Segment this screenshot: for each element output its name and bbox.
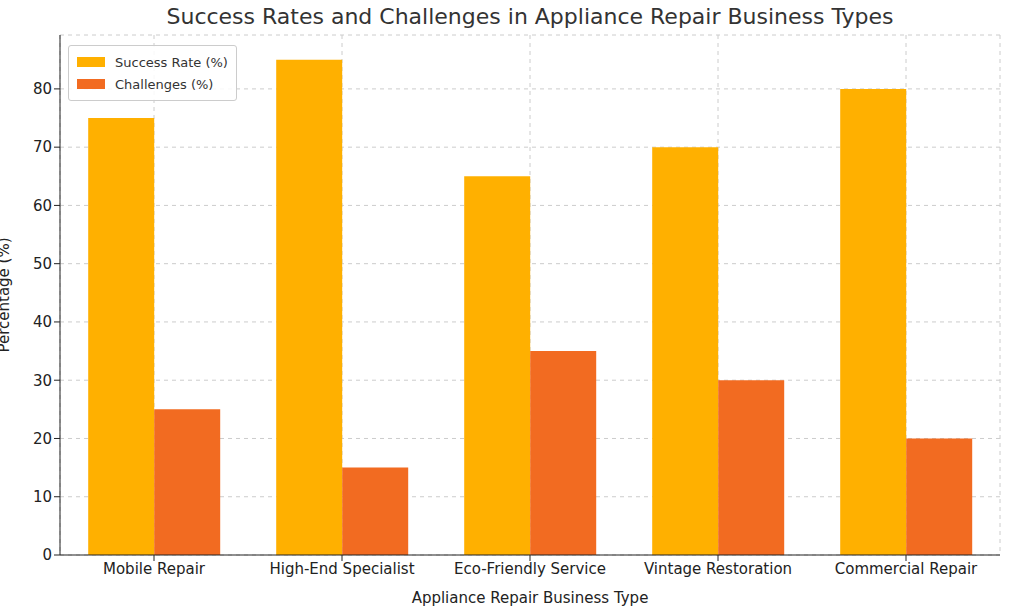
svg-text:80: 80 [33,80,52,98]
svg-text:Mobile Repair: Mobile Repair [103,560,206,578]
svg-text:50: 50 [33,255,52,273]
svg-text:10: 10 [33,488,52,506]
svg-text:20: 20 [33,430,52,448]
svg-text:Vintage Restoration: Vintage Restoration [644,560,792,578]
svg-text:Appliance Repair Business Type: Appliance Repair Business Type [412,589,649,607]
html-text:Success Rates and Challenges i: Success Rates and Challenges in Applianc… [166,4,894,29]
svg-text:70: 70 [33,138,52,156]
svg-text:30: 30 [33,372,52,390]
svg-text:High-End Specialist: High-End Specialist [269,560,414,578]
svg-text:0: 0 [42,546,52,564]
svg-text:Eco-Friendly Service: Eco-Friendly Service [454,560,606,578]
svg-text:Percentage (%): Percentage (%) [8,237,13,352]
html-text:Challenges (%): Challenges (%) [115,76,214,92]
svg-text:60: 60 [33,197,52,215]
svg-text:Commercial Repair: Commercial Repair [835,560,978,578]
svg-text:40: 40 [33,313,52,331]
html-text:Success Rate (%): Success Rate (%) [115,54,228,70]
